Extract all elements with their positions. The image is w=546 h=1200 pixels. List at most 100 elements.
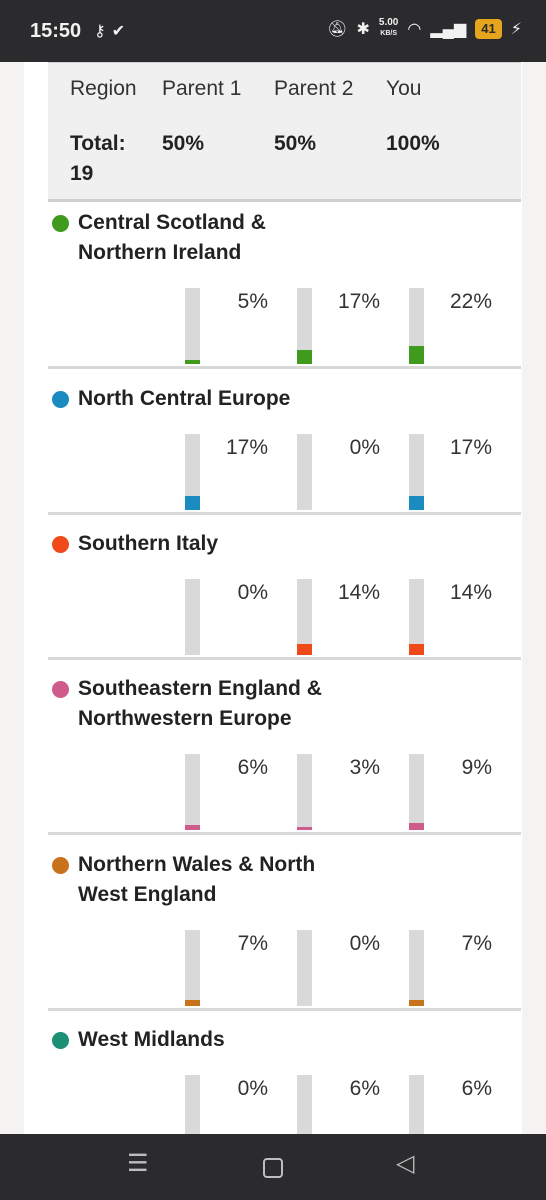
header-parent1: Parent 1 <box>162 77 242 100</box>
status-left-icons: ⚷✔ <box>94 21 131 41</box>
shield-check-icon: ✔ <box>111 23 132 40</box>
charging-icon: ⚡︎ <box>510 20 522 38</box>
bar-you <box>409 930 424 1006</box>
percent-parent2: 14% <box>337 581 380 604</box>
bluetooth-icon: ✱ <box>356 20 370 38</box>
bar-you <box>409 754 424 830</box>
total-count: Total: 19 <box>70 132 126 185</box>
bar-parent1 <box>185 288 200 364</box>
percent-parent1: 5% <box>237 290 268 313</box>
region-row: North Central Europe 17% 0% 17% <box>48 384 521 529</box>
total-parent2: 50% <box>274 132 317 155</box>
bar-fill-parent1 <box>185 496 200 510</box>
bar-you <box>409 288 424 364</box>
region-color-dot <box>52 1032 69 1049</box>
menu-icon[interactable]: ☰ <box>127 1150 149 1177</box>
region-color-dot <box>52 391 69 408</box>
percent-you: 14% <box>449 581 492 604</box>
bar-you <box>409 434 424 510</box>
bar-fill-parent2 <box>297 827 312 830</box>
bar-fill-parent1 <box>185 825 200 830</box>
table-header: Region Parent 1 Parent 2 You Total: 19 5… <box>48 62 521 202</box>
bar-parent2 <box>297 754 312 830</box>
row-divider <box>48 832 521 835</box>
battery-indicator: 41 <box>475 18 502 39</box>
header-region: Region <box>70 77 137 100</box>
bar-fill-parent2 <box>297 350 312 364</box>
header-parent2: Parent 2 <box>274 77 354 100</box>
bar-parent1 <box>185 579 200 655</box>
network-speed-value: 5.00 <box>378 17 399 28</box>
home-icon[interactable] <box>263 1158 283 1178</box>
wifi-icon: ◠ <box>407 20 422 38</box>
clock: 15:50 <box>30 20 82 42</box>
percent-parent2: 6% <box>349 1077 380 1100</box>
key-icon: ⚷ <box>94 23 112 40</box>
percent-you: 9% <box>461 756 492 779</box>
bar-fill-you <box>409 496 424 510</box>
signal-icon: ▂▄▆ <box>430 20 467 38</box>
bell-off-icon: 🔕︎ <box>327 20 348 38</box>
bar-fill-you <box>409 822 424 830</box>
percent-you: 17% <box>449 436 492 459</box>
network-speed: 5.00 KB/S <box>379 18 398 39</box>
region-color-dot <box>52 215 69 232</box>
percent-parent2: 0% <box>349 436 380 459</box>
percent-parent1: 7% <box>237 932 268 955</box>
bar-parent1 <box>185 930 200 1006</box>
percent-you: 6% <box>461 1077 492 1100</box>
region-row: West Midlands 0% 6% 6% <box>48 1025 521 1134</box>
region-color-dot <box>52 857 69 874</box>
percent-parent1: 0% <box>237 1077 268 1100</box>
region-name: North Central Europe <box>78 387 291 410</box>
total-parent1: 50% <box>162 132 205 155</box>
bar-fill-you <box>409 346 424 364</box>
region-name: West Midlands <box>78 1028 225 1051</box>
region-name: Central Scotland & Northern Ireland <box>78 211 266 264</box>
region-name: Southeastern England & Northwestern Euro… <box>78 677 322 730</box>
percent-parent2: 17% <box>337 290 380 313</box>
nav-bar: ☰ ◁ <box>0 1134 546 1200</box>
bar-parent2 <box>297 434 312 510</box>
bar-fill-you <box>409 643 424 655</box>
total-you: 100% <box>386 132 440 155</box>
bar-fill-parent1 <box>185 1000 200 1006</box>
ancestry-breakdown-card: Region Parent 1 Parent 2 You Total: 19 5… <box>24 62 522 1134</box>
percent-parent1: 0% <box>237 581 268 604</box>
percent-parent1: 6% <box>237 756 268 779</box>
bar-parent1 <box>185 1075 200 1134</box>
row-divider <box>48 366 521 369</box>
percent-parent1: 17% <box>225 436 268 459</box>
bar-you <box>409 579 424 655</box>
header-you: You <box>386 77 422 100</box>
region-color-dot <box>52 536 69 553</box>
region-name: Northern Wales & North West England <box>78 853 316 906</box>
row-divider <box>48 1008 521 1011</box>
row-divider <box>48 657 521 660</box>
region-row: Southern Italy 0% 14% 14% <box>48 529 521 674</box>
network-speed-unit: KB/S <box>380 30 397 37</box>
bar-fill-parent2 <box>297 643 312 655</box>
region-name: Southern Italy <box>78 532 219 555</box>
bar-parent1 <box>185 754 200 830</box>
bar-parent1 <box>185 434 200 510</box>
region-color-dot <box>52 681 69 698</box>
bar-fill-you <box>409 1000 424 1006</box>
percent-you: 22% <box>449 290 492 313</box>
status-right-icons: 🔕︎ ✱ 5.00 KB/S ◠ ▂▄▆ 41 ⚡︎ <box>327 18 522 39</box>
status-bar: 15:50 ⚷✔ 🔕︎ ✱ 5.00 KB/S ◠ ▂▄▆ 41 ⚡︎ <box>0 0 546 62</box>
bar-you <box>409 1075 424 1134</box>
region-row: Southeastern England & Northwestern Euro… <box>48 674 521 850</box>
percent-you: 7% <box>461 932 492 955</box>
bar-fill-parent1 <box>185 360 200 364</box>
percent-parent2: 3% <box>349 756 380 779</box>
region-row: Central Scotland & Northern Ireland 5% 17%… <box>48 208 521 384</box>
row-divider <box>48 512 521 515</box>
bar-parent2 <box>297 930 312 1006</box>
bar-parent2 <box>297 579 312 655</box>
percent-parent2: 0% <box>349 932 380 955</box>
back-icon[interactable]: ◁ <box>396 1150 415 1177</box>
region-row: Northern Wales & North West England 7% 0% 7… <box>48 850 521 1026</box>
bar-parent2 <box>297 1075 312 1134</box>
bar-parent2 <box>297 288 312 364</box>
